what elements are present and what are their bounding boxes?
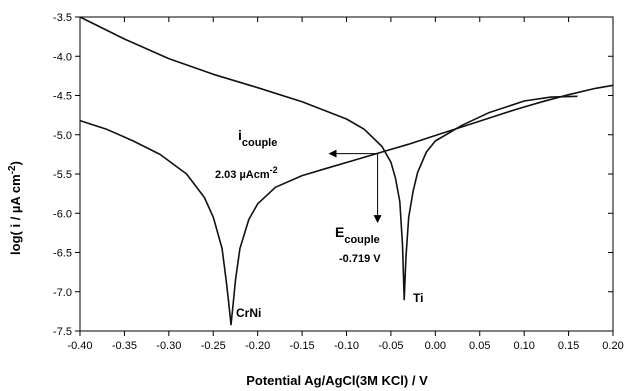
- plot-frame: [79, 16, 614, 332]
- x-tick-label: -0.05: [378, 340, 403, 352]
- x-tick-label: 0.10: [513, 340, 534, 352]
- i-couple-main: i: [238, 127, 242, 143]
- e-couple-label: Ecouple: [335, 224, 380, 246]
- series-line-crni: [79, 84, 614, 326]
- y-tick-label: -6.0: [53, 208, 72, 220]
- y-tick-label: -4.0: [53, 51, 72, 63]
- i-couple-value: 2.03 µAcm-2: [215, 165, 278, 181]
- y-tick-label: -6.5: [53, 248, 72, 260]
- i-couple-value-main: 2.03 µAcm: [215, 169, 270, 181]
- y-axis-title-end: ): [8, 161, 23, 165]
- i-couple-sub: couple: [242, 137, 277, 149]
- x-tick-label: 0.15: [558, 340, 579, 352]
- x-axis-title: Potential Ag/AgCl(3M KCl) / V: [246, 373, 428, 388]
- y-tick-label: -5.5: [53, 169, 72, 181]
- x-tick-label: -0.20: [245, 340, 270, 352]
- x-tick-label: 0.20: [602, 340, 623, 352]
- x-tick-label: -0.10: [334, 340, 359, 352]
- e-couple-main: E: [335, 224, 344, 240]
- i-couple-value-sup: -2: [270, 165, 278, 175]
- x-tick-label: -0.40: [67, 340, 92, 352]
- y-tick-label: -5.0: [53, 130, 72, 142]
- series-line-ti: [79, 16, 578, 301]
- y-tick-label: -7.0: [53, 287, 72, 299]
- x-tick-label: -0.30: [156, 340, 181, 352]
- crni-label: CrNi: [236, 306, 261, 320]
- e-couple-value: -0.719 V: [339, 253, 381, 265]
- ti-label: Ti: [413, 291, 423, 305]
- y-tick-label: -3.5: [53, 12, 72, 24]
- e-couple-sub: couple: [344, 234, 379, 246]
- y-axis-title-main: log( i / µA cm: [8, 174, 23, 255]
- y-tick-label: -7.5: [53, 326, 72, 338]
- x-tick-label: 0.05: [469, 340, 490, 352]
- x-tick-label: -0.15: [290, 340, 315, 352]
- y-axis-title-sup: -2: [7, 165, 18, 174]
- y-tick-label: -4.5: [53, 91, 72, 103]
- x-tick-label: -0.35: [112, 340, 137, 352]
- x-tick-label: 0.00: [425, 340, 446, 352]
- x-tick-label: -0.25: [201, 340, 226, 352]
- i-couple-label: icouple: [238, 127, 277, 149]
- y-axis-title: log( i / µA cm-2): [7, 161, 23, 255]
